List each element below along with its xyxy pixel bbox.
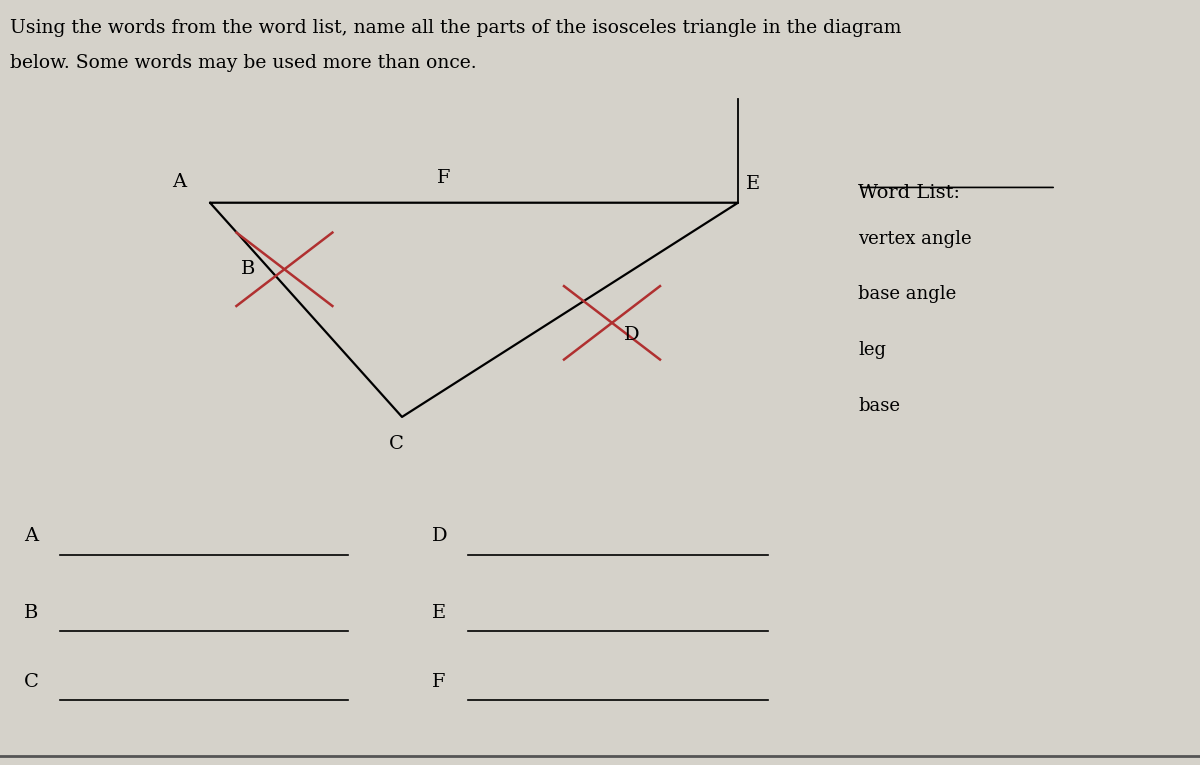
- Text: B: B: [24, 604, 38, 622]
- Text: A: A: [24, 527, 38, 545]
- Text: Using the words from the word list, name all the parts of the isosceles triangle: Using the words from the word list, name…: [10, 19, 901, 37]
- Text: C: C: [24, 672, 38, 691]
- Text: vertex angle: vertex angle: [858, 230, 972, 248]
- Text: D: D: [432, 527, 448, 545]
- Text: C: C: [389, 435, 403, 453]
- Text: E: E: [746, 174, 761, 193]
- Text: leg: leg: [858, 341, 886, 360]
- Text: E: E: [432, 604, 446, 622]
- Text: B: B: [241, 260, 256, 278]
- Text: Word List:: Word List:: [858, 184, 960, 202]
- Text: A: A: [172, 173, 186, 191]
- Text: F: F: [432, 672, 445, 691]
- Text: base angle: base angle: [858, 285, 956, 304]
- Text: F: F: [437, 169, 451, 187]
- Text: below. Some words may be used more than once.: below. Some words may be used more than …: [10, 54, 476, 72]
- Text: D: D: [624, 326, 640, 344]
- Text: base: base: [858, 397, 900, 415]
